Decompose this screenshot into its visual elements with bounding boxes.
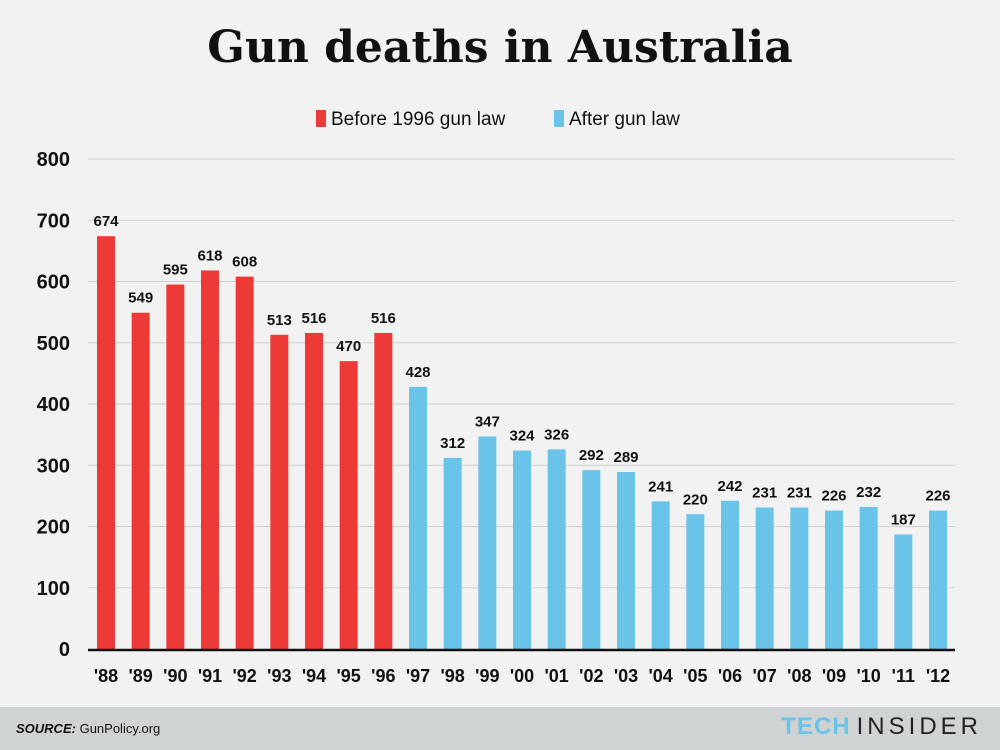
y-tick-label: 800 xyxy=(37,149,70,171)
data-label: 187 xyxy=(891,511,916,528)
data-label: 674 xyxy=(93,213,119,230)
bar xyxy=(270,334,289,649)
y-tick-label: 400 xyxy=(37,394,70,416)
x-tick-label: '01 xyxy=(545,666,569,686)
data-label: 516 xyxy=(301,310,326,327)
data-label: 312 xyxy=(440,435,465,452)
x-tick-label: '91 xyxy=(198,666,222,686)
legend-swatch xyxy=(554,110,564,127)
data-label: 347 xyxy=(475,413,500,430)
data-label: 595 xyxy=(163,262,188,279)
x-tick-label: '11 xyxy=(892,666,915,686)
bar xyxy=(409,386,427,649)
x-tick-label: '07 xyxy=(753,666,777,686)
x-tick-label: '95 xyxy=(337,666,361,686)
bar xyxy=(305,332,323,649)
data-label: 242 xyxy=(717,478,742,495)
x-tick-label: '06 xyxy=(718,666,742,686)
x-tick-label: '92 xyxy=(233,666,257,686)
data-label: 226 xyxy=(821,488,846,505)
bar xyxy=(790,507,809,649)
y-tick-label: 200 xyxy=(37,517,70,539)
bar xyxy=(443,457,462,649)
data-label: 289 xyxy=(613,449,638,466)
x-tick-label: '96 xyxy=(371,666,395,686)
data-label: 231 xyxy=(787,485,812,502)
data-label: 232 xyxy=(856,484,881,501)
bar xyxy=(374,332,393,649)
bar xyxy=(651,501,670,649)
x-tick-label: '00 xyxy=(510,666,534,686)
data-label: 428 xyxy=(405,364,430,381)
bar xyxy=(235,276,254,649)
y-tick-label: 100 xyxy=(37,578,70,600)
tech-insider-logo: TECH INSIDER xyxy=(781,713,982,740)
x-tick-label: '03 xyxy=(614,666,638,686)
data-label: 326 xyxy=(544,426,569,443)
x-tick-label: '10 xyxy=(857,666,881,686)
bar xyxy=(929,510,947,649)
data-label: 618 xyxy=(197,247,222,264)
x-tick-label: '05 xyxy=(683,666,707,686)
bar xyxy=(201,270,219,649)
bar xyxy=(894,534,913,649)
data-label: 292 xyxy=(579,447,604,464)
bar xyxy=(617,471,635,649)
bar xyxy=(166,284,185,649)
data-label: 324 xyxy=(509,428,535,445)
x-tick-label: '90 xyxy=(163,666,187,686)
bar xyxy=(755,507,774,649)
source-note: SOURCE: GunPolicy.org xyxy=(16,721,161,736)
chart-title: Gun deaths in Australia xyxy=(207,22,793,73)
data-label: 549 xyxy=(128,290,153,307)
x-tick-label: '88 xyxy=(94,666,118,686)
y-tick-label: 300 xyxy=(37,455,70,477)
x-tick-label: '97 xyxy=(406,666,430,686)
data-label: 241 xyxy=(648,478,673,495)
bar xyxy=(582,470,601,649)
x-tick-label: '02 xyxy=(579,666,603,686)
bar xyxy=(721,500,739,649)
data-label: 220 xyxy=(683,491,708,508)
x-tick-label: '98 xyxy=(441,666,465,686)
x-tick-label: '04 xyxy=(649,666,673,686)
y-tick-label: 0 xyxy=(59,639,70,661)
data-label: 513 xyxy=(267,312,292,329)
bar xyxy=(859,506,878,649)
data-label: 516 xyxy=(371,310,396,327)
legend-label: After gun law xyxy=(569,109,680,130)
x-tick-label: '09 xyxy=(822,666,846,686)
bar xyxy=(686,514,705,649)
bar xyxy=(131,312,150,649)
bar xyxy=(478,436,497,649)
data-label: 608 xyxy=(232,254,257,271)
footer: SOURCE: GunPolicy.org TECH INSIDER xyxy=(0,707,1000,750)
x-tick-label: '99 xyxy=(475,666,499,686)
y-tick-label: 700 xyxy=(37,210,70,232)
bar xyxy=(339,361,358,649)
y-tick-label: 600 xyxy=(37,272,70,294)
bar-chart: 0 100 200 300 400 500 600 700 800 674 '88 549 '89 595… xyxy=(37,109,955,686)
bar xyxy=(97,236,115,650)
data-label: 226 xyxy=(925,488,950,505)
bar xyxy=(547,449,566,649)
y-tick-label: 500 xyxy=(37,333,70,355)
x-tick-label: '12 xyxy=(926,666,950,686)
data-label: 231 xyxy=(752,485,777,502)
bar xyxy=(513,450,531,649)
x-tick-label: '94 xyxy=(302,666,326,686)
legend-swatch xyxy=(316,110,326,127)
data-label: 470 xyxy=(336,338,361,355)
bar xyxy=(825,510,843,649)
legend-label: Before 1996 gun law xyxy=(331,109,506,130)
x-tick-label: '89 xyxy=(129,666,153,686)
x-tick-label: '93 xyxy=(267,666,291,686)
x-tick-label: '08 xyxy=(787,666,811,686)
